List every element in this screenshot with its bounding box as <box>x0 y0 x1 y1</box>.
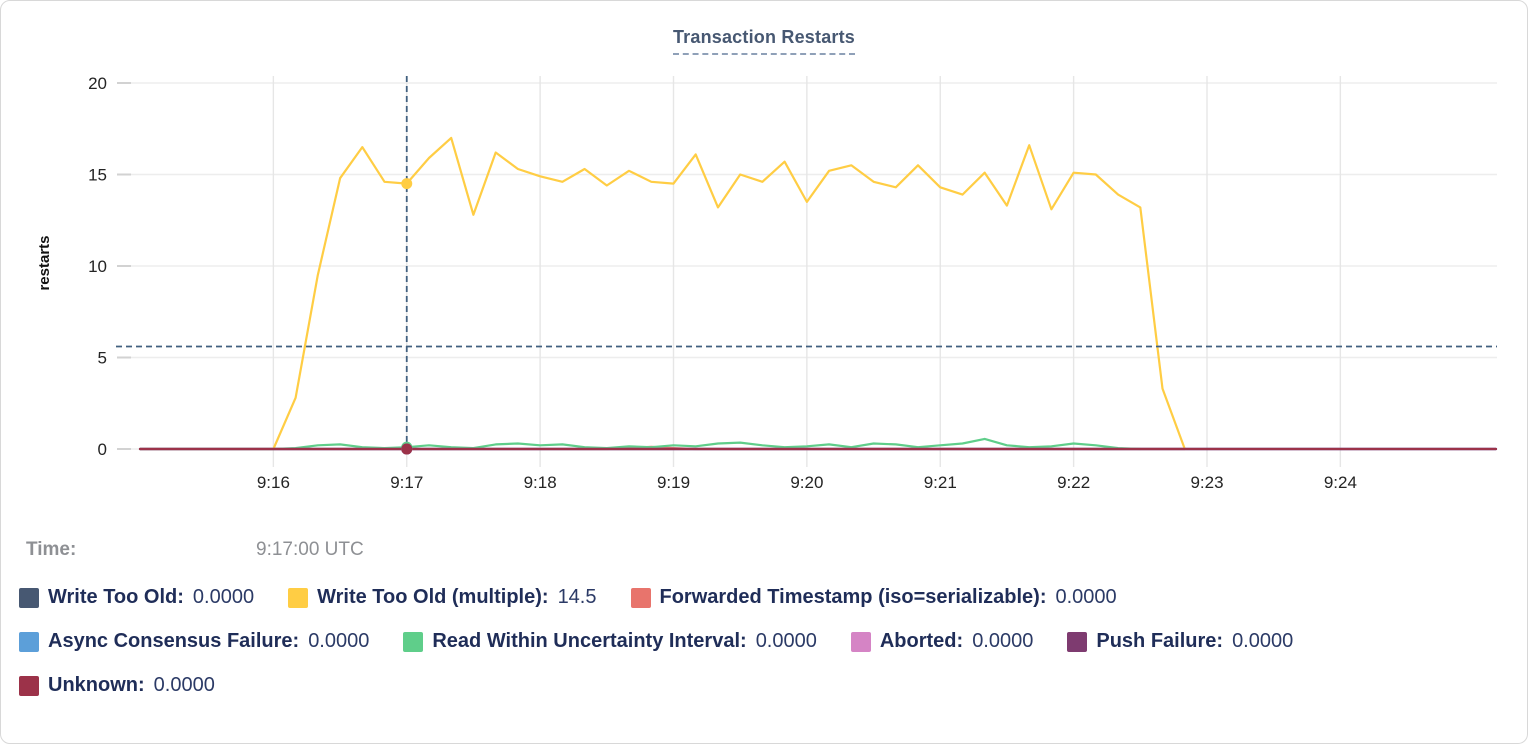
legend-swatch <box>630 587 651 608</box>
y-tick-label: 15 <box>88 166 107 185</box>
x-tick-label: 9:19 <box>657 473 690 492</box>
x-tick-label: 9:17 <box>390 473 423 492</box>
transaction-restarts-chart[interactable]: 0 5 10 15 20 9:16 9:17 9:18 9:19 9:20 9:21 9:22 9:23… <box>1 1 1528 506</box>
legend-item-write-too-old: Write Too Old: 0.0000 <box>19 586 254 609</box>
legend-swatch <box>850 631 871 652</box>
legend: Write Too Old: 0.0000 Write Too Old (multi… <box>1 586 1527 718</box>
legend-row: Async Consensus Failure: 0.0000 Read Withi… <box>1 630 1527 653</box>
series-line-read-within-uncertainty-interval <box>138 437 1142 451</box>
legend-swatch <box>19 631 39 652</box>
legend-item-unknown: Unknown: 0.0000 <box>19 674 215 697</box>
y-tick-label: 0 <box>98 440 107 459</box>
y-tick-label: 5 <box>98 349 107 368</box>
legend-swatch <box>288 587 309 608</box>
series-line-write-too-old-multiple <box>138 136 1186 451</box>
x-tick-label: 9:24 <box>1324 473 1357 492</box>
chart-title[interactable]: Transaction Restarts <box>672 27 856 55</box>
legend-swatch <box>19 587 39 608</box>
x-tick-label: 9:21 <box>924 473 957 492</box>
hover-dot-unknown <box>401 443 413 455</box>
x-tick-label: 9:23 <box>1190 473 1223 492</box>
x-tick-label: 9:16 <box>257 473 290 492</box>
legend-item-async-consensus-failure: Async Consensus Failure: 0.0000 <box>19 630 369 653</box>
legend-label: Read Within Uncertainty Interval: <box>432 630 747 652</box>
legend-item-write-too-old-multiple: Write Too Old (multiple): 14.5 <box>288 586 597 609</box>
legend-label: Async Consensus Failure: <box>48 630 300 652</box>
legend-value: 0.0000 <box>308 630 370 652</box>
x-tick-label: 9:22 <box>1057 473 1090 492</box>
y-tick-label: 20 <box>88 74 107 93</box>
legend-item-forwarded-timestamp-iso-serializable: Forwarded Timestamp (iso=serializable): 0… <box>630 586 1117 609</box>
legend-label: Forwarded Timestamp (iso=serializable): <box>659 586 1047 608</box>
legend-row: Unknown: 0.0000 <box>1 674 1527 697</box>
legend-label: Unknown: <box>48 674 145 696</box>
legend-label: Write Too Old (multiple): <box>317 586 549 608</box>
y-tick-label: 10 <box>88 257 107 276</box>
legend-value: 0.0000 <box>153 674 215 696</box>
legend-swatch <box>19 675 39 696</box>
legend-value: 0.0000 <box>1232 630 1294 652</box>
legend-item-aborted: Aborted: 0.0000 <box>850 630 1034 653</box>
y-axis-label: restarts <box>36 235 53 290</box>
legend-value: 0.0000 <box>755 630 817 652</box>
legend-label: Aborted: <box>879 630 964 652</box>
legend-value: 0.0000 <box>192 586 255 608</box>
legend-label: Push Failure: <box>1096 630 1224 652</box>
legend-row: Write Too Old: 0.0000 Write Too Old (multi… <box>1 586 1527 609</box>
legend-swatch <box>403 631 424 652</box>
tooltip-time-value: 9:17:00 UTC <box>256 539 364 560</box>
legend-value: 0.0000 <box>1055 586 1117 608</box>
hover-dot-write-too-old-multiple <box>401 178 413 190</box>
legend-item-push-failure: Push Failure: 0.0000 <box>1067 630 1293 653</box>
x-tick-label: 9:18 <box>524 473 557 492</box>
legend-item-read-within-uncertainty-interval: Read Within Uncertainty Interval: 0.0000 <box>403 630 817 653</box>
legend-swatch <box>1067 631 1088 652</box>
legend-label: Write Too Old: <box>48 586 184 608</box>
x-tick-label: 9:20 <box>790 473 823 492</box>
hover-time-row: Time: 9:17:00 UTC <box>1 539 1527 565</box>
legend-value: 0.0000 <box>972 630 1034 652</box>
chart-title-wrap: Transaction Restarts <box>1 27 1527 55</box>
legend-value: 14.5 <box>557 586 597 608</box>
tooltip-time-label: Time: <box>26 539 77 560</box>
